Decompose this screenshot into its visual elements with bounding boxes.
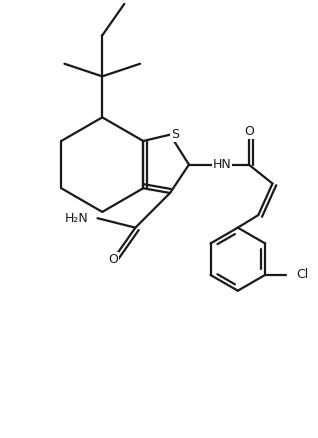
Text: H₂N: H₂N: [64, 212, 88, 225]
Text: O: O: [244, 125, 254, 138]
Text: Cl: Cl: [297, 268, 309, 282]
Text: O: O: [108, 253, 118, 266]
Text: S: S: [171, 128, 179, 141]
Text: HN: HN: [213, 158, 232, 171]
